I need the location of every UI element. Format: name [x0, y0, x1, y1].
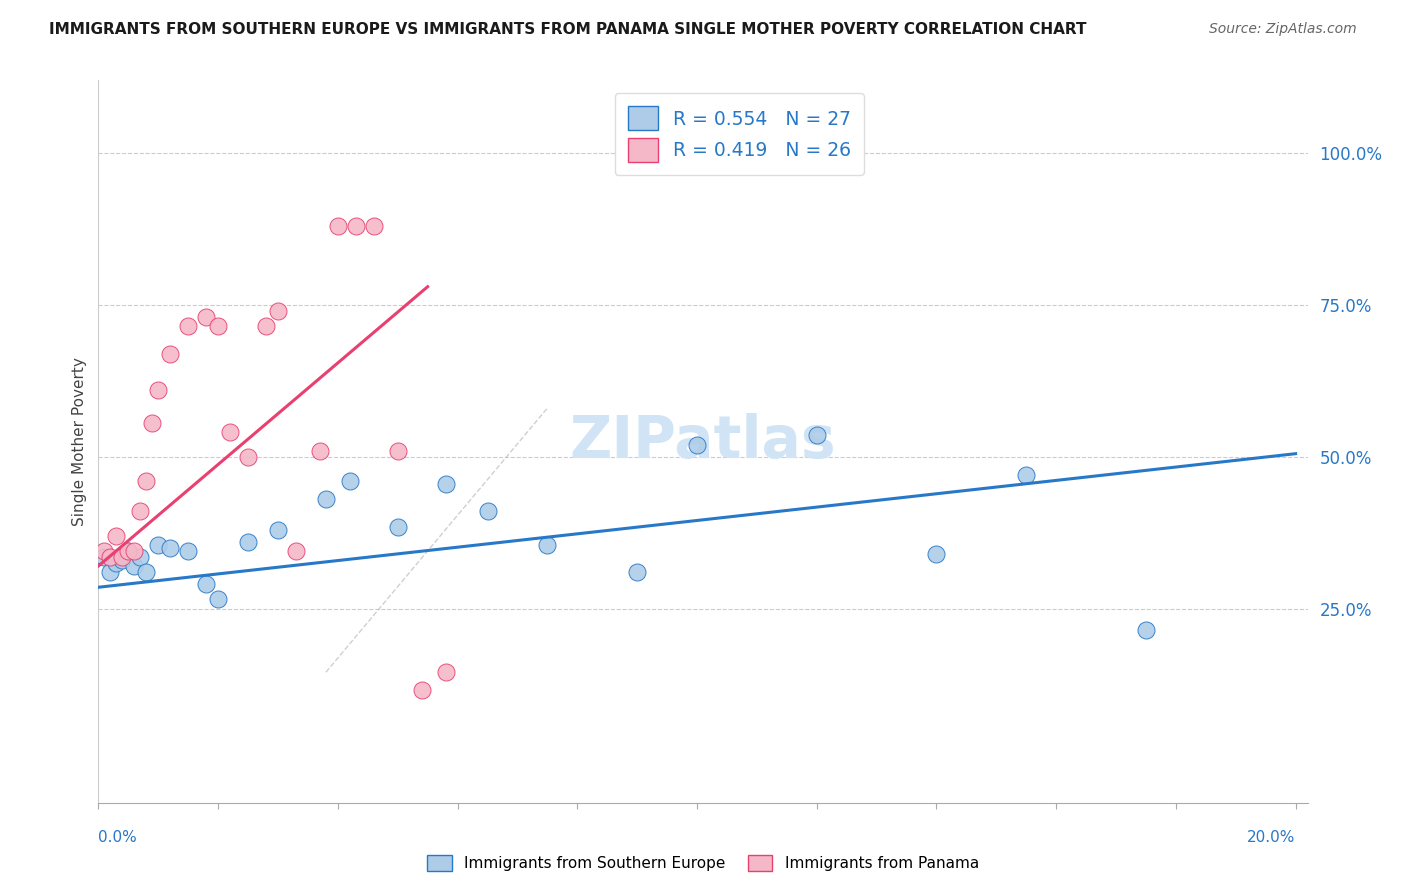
Point [925, 547, 948, 561]
Point [195, 577, 218, 591]
Point [105, 529, 128, 543]
Point [117, 544, 139, 558]
Point [105, 556, 128, 570]
Text: ZIPatlas: ZIPatlas [569, 413, 837, 470]
Point [326, 219, 349, 233]
Point [626, 565, 648, 579]
Point [135, 474, 157, 488]
Point [477, 504, 499, 518]
Point [219, 425, 242, 440]
Point [124, 559, 146, 574]
Point [363, 219, 385, 233]
Point [284, 544, 307, 558]
Text: IMMIGRANTS FROM SOUTHERN EUROPE VS IMMIGRANTS FROM PANAMA SINGLE MOTHER POVERTY : IMMIGRANTS FROM SOUTHERN EUROPE VS IMMIG… [49, 22, 1087, 37]
Point [254, 319, 277, 334]
Point [1135, 623, 1157, 637]
Point [309, 443, 332, 458]
Point [100, 549, 122, 564]
Point [267, 523, 290, 537]
Point [93, 544, 115, 558]
Legend: Immigrants from Southern Europe, Immigrants from Panama: Immigrants from Southern Europe, Immigra… [420, 849, 986, 877]
Point [111, 553, 134, 567]
Point [434, 477, 457, 491]
Point [344, 219, 367, 233]
Point [339, 474, 361, 488]
Point [207, 592, 229, 607]
Point [148, 383, 170, 397]
Point [124, 544, 146, 558]
Point [177, 319, 200, 334]
Point [159, 541, 181, 555]
Point [135, 565, 157, 579]
Point [195, 310, 218, 324]
Point [129, 504, 152, 518]
Y-axis label: Single Mother Poverty: Single Mother Poverty [72, 357, 87, 526]
Point [111, 549, 134, 564]
Point [1015, 467, 1038, 482]
Point [148, 538, 170, 552]
Legend: R = 0.554   N = 27, R = 0.419   N = 26: R = 0.554 N = 27, R = 0.419 N = 26 [614, 94, 863, 175]
Point [159, 346, 181, 360]
Point [177, 544, 200, 558]
Point [536, 538, 558, 552]
Point [686, 437, 709, 451]
Point [207, 319, 229, 334]
Point [387, 443, 409, 458]
Point [100, 565, 122, 579]
Point [93, 549, 115, 564]
Text: 20.0%: 20.0% [1247, 830, 1295, 845]
Point [806, 428, 828, 442]
Point [411, 683, 433, 698]
Point [236, 534, 259, 549]
Point [267, 304, 290, 318]
Point [387, 519, 409, 533]
Point [117, 544, 139, 558]
Point [315, 492, 337, 507]
Point [236, 450, 259, 464]
Text: 0.0%: 0.0% [98, 830, 138, 845]
Text: Source: ZipAtlas.com: Source: ZipAtlas.com [1209, 22, 1357, 37]
Point [141, 417, 163, 431]
Point [434, 665, 457, 680]
Point [129, 549, 152, 564]
